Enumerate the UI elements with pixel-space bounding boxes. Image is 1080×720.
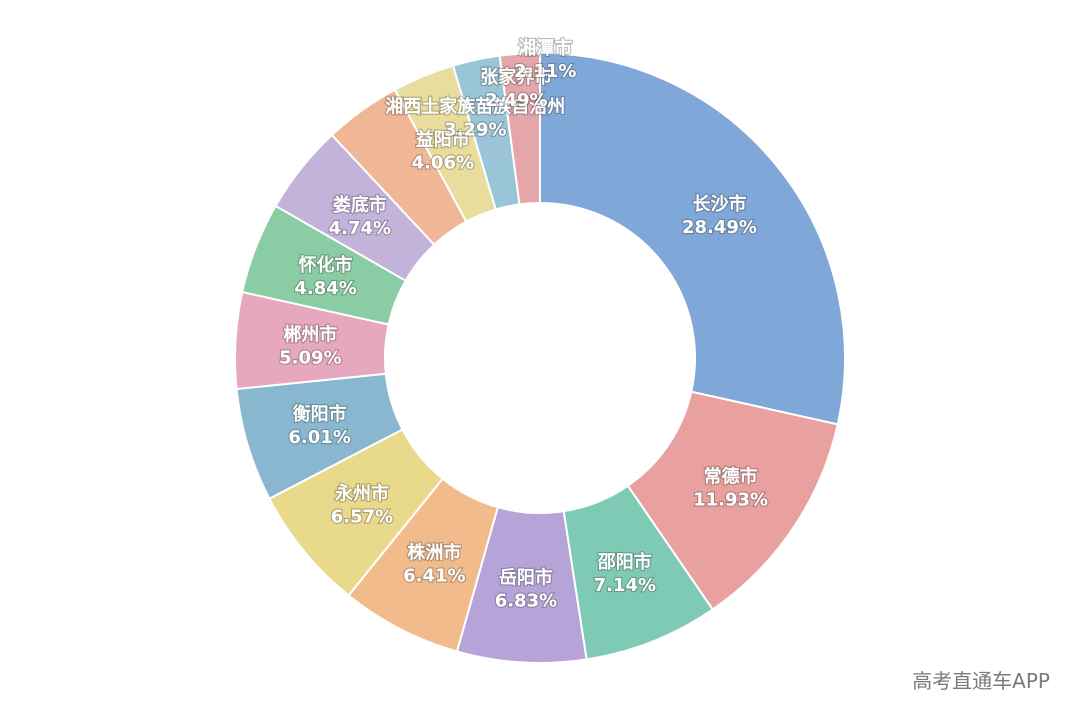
slice-value-label: 4.84%	[294, 278, 356, 299]
slice-category-label: 永州市	[334, 483, 389, 505]
donut-slices	[234, 51, 846, 664]
slice-category-label: 张家界市	[480, 66, 552, 88]
slice-category-label: 常德市	[704, 466, 758, 488]
slice-category-label: 岳阳市	[499, 567, 553, 589]
slice-value-label: 28.49%	[682, 217, 757, 238]
slice-value-label: 2.11%	[514, 61, 576, 82]
slice-category-label: 株洲市	[407, 541, 461, 563]
slice-value-label: 4.06%	[412, 153, 474, 174]
slice-category-label: 郴州市	[283, 324, 337, 346]
slice-value-label: 6.01%	[288, 427, 350, 448]
slice-value-label: 5.09%	[279, 348, 341, 369]
slice-category-label: 湘西土家族苗族自治州	[385, 96, 565, 118]
slice-value-label: 11.93%	[693, 490, 768, 511]
slice-category-label: 长沙市	[692, 193, 746, 215]
slice-category-label: 怀化市	[299, 254, 353, 276]
slice-value-label: 4.74%	[329, 218, 391, 239]
slice-1	[539, 51, 846, 426]
slice-value-label: 6.41%	[403, 565, 465, 586]
slice-category-label: 娄底市	[333, 194, 387, 216]
slice-category-label: 益阳市	[416, 129, 470, 151]
slice-value-label: 3.29%	[444, 120, 506, 141]
slice-category-label: 邵阳市	[597, 551, 652, 573]
slice-value-label: 2.49%	[485, 90, 547, 111]
slice-value-label: 6.83%	[495, 591, 557, 612]
slice-value-label: 6.57%	[331, 507, 393, 528]
watermark-text: 高考直通车APP	[912, 669, 1050, 693]
slice-value-label: 7.14%	[594, 575, 656, 596]
slice-category-label: 衡阳市	[293, 403, 347, 425]
slice-14	[498, 51, 541, 206]
slice-category-label: 湘潭市	[518, 37, 572, 59]
